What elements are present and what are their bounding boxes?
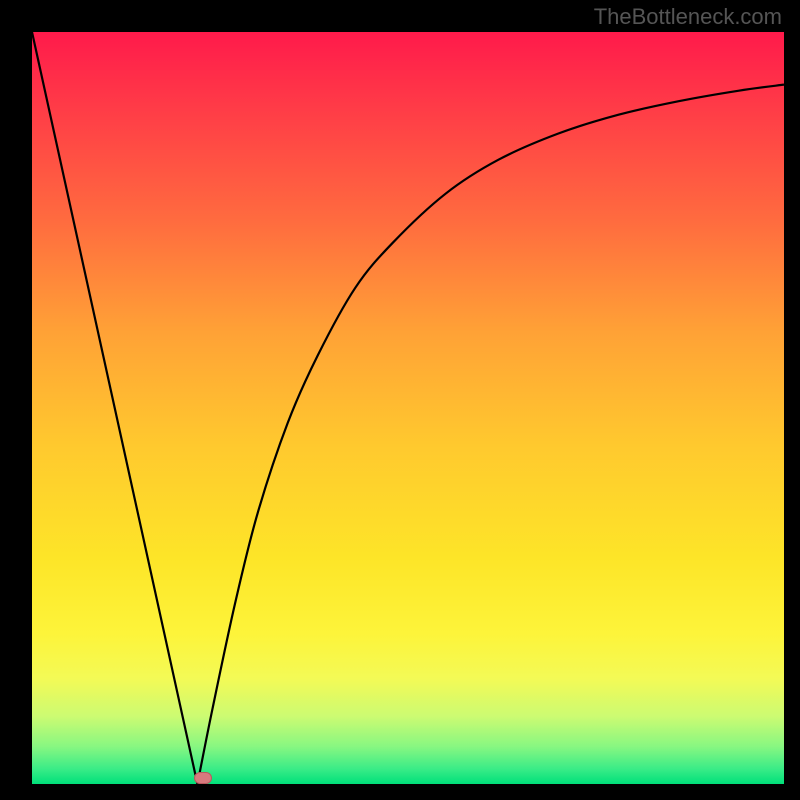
- gradient-background: [32, 32, 784, 784]
- plot-area: [32, 32, 784, 784]
- chart-container: TheBottleneck.com: [0, 0, 800, 800]
- watermark-text: TheBottleneck.com: [594, 4, 782, 30]
- minimum-marker: [194, 772, 212, 784]
